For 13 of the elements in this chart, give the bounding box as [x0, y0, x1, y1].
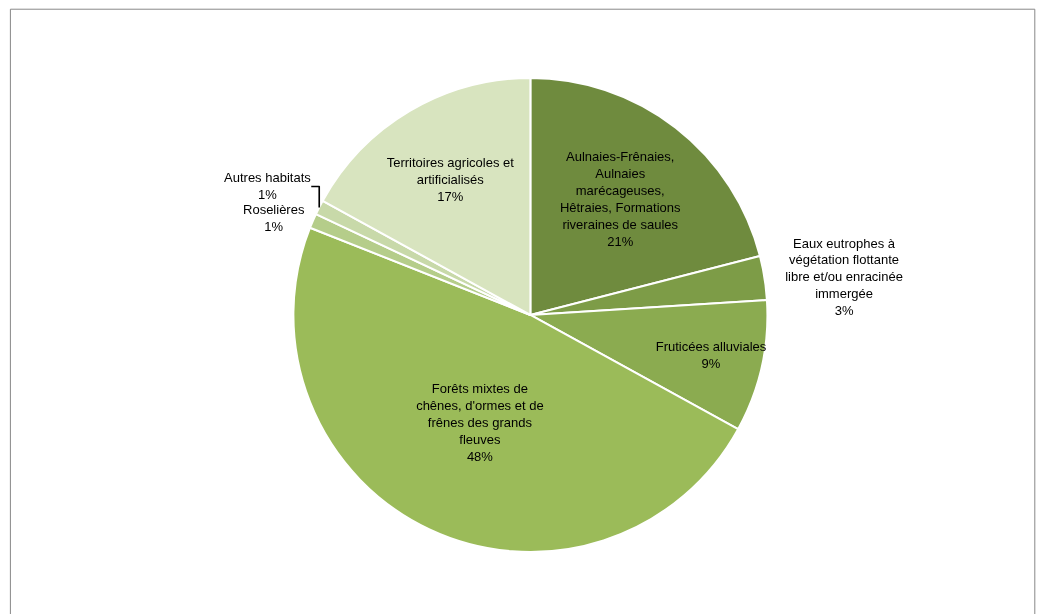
- slice-label: Eaux eutrophes à végétation flottante libre et/ou enracinée immergée: [785, 235, 903, 302]
- slice-label: Roselières: [243, 202, 305, 218]
- data-label: 3%: [834, 303, 854, 319]
- data-label: 9%: [701, 356, 721, 372]
- data-label: 21%: [607, 233, 634, 249]
- data-label: 1%: [264, 219, 284, 235]
- data-label: 48%: [466, 448, 494, 464]
- slice-label: Autres habitats: [224, 170, 312, 186]
- data-label: 1%: [258, 187, 278, 203]
- slice-label: Aulnaies-Frênaies, Aulnaies marécageuses, Hêtraies, Formations riveraines de saules: [559, 149, 682, 232]
- slice-label: Forêts mixtes de chênes, d'ormes et de frênes des grands fleuves: [416, 381, 544, 447]
- data-label: 17%: [437, 189, 464, 205]
- slice-label: Territoires agricoles et artificialisés: [386, 155, 515, 188]
